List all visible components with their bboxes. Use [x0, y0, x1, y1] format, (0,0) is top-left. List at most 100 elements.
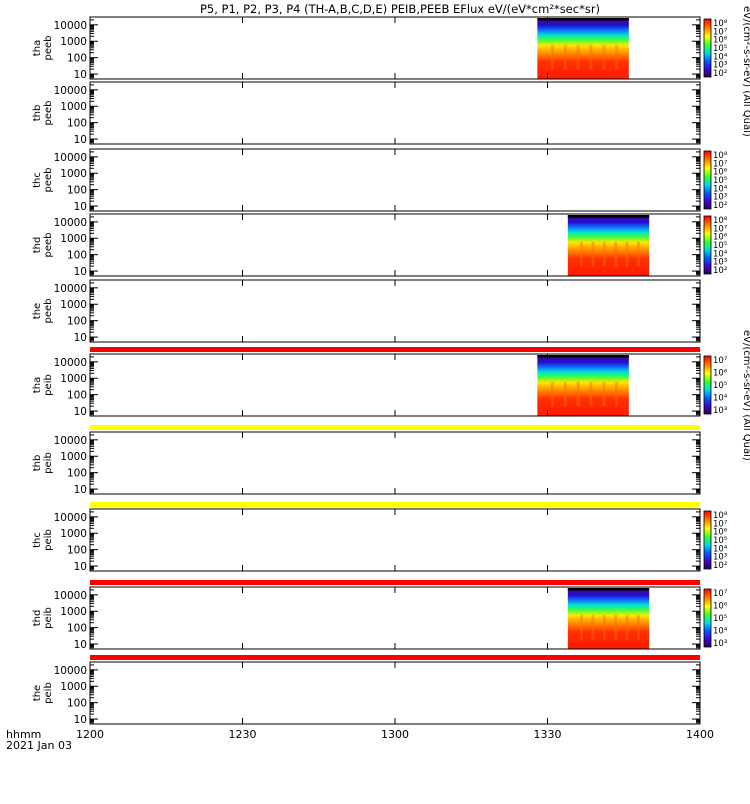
- spectrogram-streak: [614, 614, 618, 640]
- panel-label: peib: [43, 529, 54, 551]
- y-tick-label: 100: [67, 468, 87, 480]
- panel-thd-peib: 10 100 1000 10000 thd peib 10⁷ 10⁶ 10⁵ 10⁴ 10³: [32, 586, 728, 651]
- colorbar-tick-label: 10⁸: [713, 19, 728, 29]
- spectrogram-streak: [551, 381, 555, 407]
- y-tick-label: 1000: [60, 681, 87, 693]
- y-tick-label: 10: [74, 406, 87, 418]
- y-tick-label: 1000: [60, 451, 87, 463]
- panel-label: tha: [32, 40, 43, 56]
- spectrogram-streak: [576, 381, 580, 407]
- panel-frame: [89, 508, 701, 572]
- panel-label: the: [32, 303, 43, 319]
- spectrogram-top-edge: [537, 355, 629, 358]
- y-tick-label: 1000: [60, 528, 87, 540]
- spectrogram-streak: [576, 44, 580, 70]
- colorbar-label-ion: eV/(cm²-s-sr-eV) (All Qual): [741, 330, 750, 461]
- y-tick-label: 10000: [54, 85, 87, 97]
- y-tick-label: 10: [74, 134, 87, 146]
- spectrogram-streak: [580, 614, 584, 640]
- colorbar-tick-label: 10⁶: [713, 528, 728, 538]
- panel-label: peeb: [43, 101, 54, 126]
- y-tick-label: 10: [74, 332, 87, 344]
- spectrogram-streak: [563, 44, 567, 70]
- colorbar-tick-label: 10⁷: [713, 519, 728, 529]
- colorbar-tick-label: 10³: [713, 639, 727, 649]
- colorbar-tick-label: 10³: [713, 258, 727, 268]
- colorbar-tick-label: 10⁴: [713, 249, 728, 259]
- colorbar: [703, 150, 712, 210]
- colorbar-tick-label: 10²: [713, 69, 727, 79]
- y-tick-label: 100: [67, 250, 87, 262]
- spectrogram-top-edge: [567, 588, 650, 591]
- y-tick-label: 1000: [60, 36, 87, 48]
- status-bar: [90, 502, 700, 507]
- y-tick-label: 100: [67, 185, 87, 197]
- panel-frame: [89, 279, 701, 343]
- colorbar-tick-label: 10⁷: [713, 159, 728, 169]
- panel-label: peib: [43, 374, 54, 396]
- x-tick-label: 1330: [534, 728, 562, 741]
- y-tick-label: 100: [67, 623, 87, 635]
- colorbar-tick-label: 10⁵: [713, 176, 727, 186]
- spectrogram-streak: [614, 241, 618, 267]
- y-tick-label: 10000: [54, 217, 87, 229]
- panel-label: peeb: [43, 168, 54, 193]
- y-tick-label: 10: [74, 266, 87, 278]
- panel-label: the: [32, 685, 43, 701]
- spectrogram-streak: [636, 241, 640, 267]
- colorbar-tick-label: 10⁷: [713, 589, 728, 599]
- spectrogram-streak: [625, 241, 629, 267]
- colorbar-tick-label: 10⁴: [713, 52, 728, 62]
- status-bar: [90, 580, 700, 585]
- panel-label: thc: [32, 532, 43, 548]
- colorbar-tick-label: 10⁸: [713, 216, 728, 226]
- spectrogram-streak: [615, 44, 619, 70]
- panel-label: thb: [32, 105, 43, 122]
- spectrogram-streak: [589, 381, 593, 407]
- y-tick-label: 10: [74, 201, 87, 213]
- panel-frame: [89, 661, 701, 725]
- panel-thd-peeb: 10 100 1000 10000 thd peeb 10⁸10⁷10⁶10⁵10⁴10³1…: [32, 213, 728, 278]
- y-tick-label: 10: [74, 561, 87, 573]
- spectrogram-streak: [602, 44, 606, 70]
- x-tick-label: 1300: [381, 728, 409, 741]
- y-tick-label: 1000: [60, 101, 87, 113]
- spectrogram-data: [567, 215, 650, 276]
- colorbar-tick-label: 10⁸: [713, 151, 728, 161]
- y-tick-label: 10: [74, 69, 87, 81]
- panel-frame: [89, 431, 701, 495]
- spectrogram-streak: [625, 614, 629, 640]
- panel-tha-peib: 10 100 1000 10000 tha peib 10⁷ 10⁶ 10⁵ 10⁴ 10³: [32, 353, 728, 418]
- colorbar-tick-label: 10⁷: [713, 224, 728, 234]
- y-tick-label: 10000: [54, 590, 87, 602]
- spectrogram-streak: [563, 381, 567, 407]
- y-tick-label: 10000: [54, 435, 87, 447]
- panel-tha-peeb: 10 100 1000 10000 tha peeb 10⁸10⁷10⁶10⁵10⁴10³1…: [32, 16, 728, 81]
- colorbar: [703, 510, 712, 570]
- colorbar-tick-label: 10⁴: [713, 627, 728, 637]
- spectrogram-streak: [589, 44, 593, 70]
- y-tick-label: 1000: [60, 606, 87, 618]
- colorbar-tick-label: 10⁶: [713, 36, 728, 46]
- panel-frame: [89, 81, 701, 145]
- panel-label: thb: [32, 455, 43, 472]
- spectrogram-streak: [636, 614, 640, 640]
- x-axis-date: 2021 Jan 03: [6, 739, 72, 752]
- panel-label: peeb: [43, 36, 54, 61]
- y-tick-label: 100: [67, 53, 87, 65]
- y-tick-label: 10: [74, 639, 87, 651]
- panel-label: peib: [43, 682, 54, 704]
- y-tick-label: 1000: [60, 233, 87, 245]
- panel-frame: [89, 148, 701, 212]
- panel-label: thc: [32, 172, 43, 188]
- spectrogram-streak: [591, 241, 595, 267]
- x-tick-label: 1200: [76, 728, 104, 741]
- colorbar-tick-label: 10²: [713, 266, 727, 276]
- figure-title: P5, P1, P2, P3, P4 (TH-A,B,C,D,E) PEIB,P…: [200, 2, 600, 16]
- colorbar-tick-label: 10³: [713, 61, 727, 71]
- y-tick-label: 10000: [54, 512, 87, 524]
- panel-thc-peeb: 10 100 1000 10000 thc peeb 10⁸10⁷10⁶10⁵10⁴10³1…: [32, 148, 728, 213]
- colorbar-tick-label: 10⁴: [713, 184, 728, 194]
- colorbar-tick-label: 10⁴: [713, 394, 728, 404]
